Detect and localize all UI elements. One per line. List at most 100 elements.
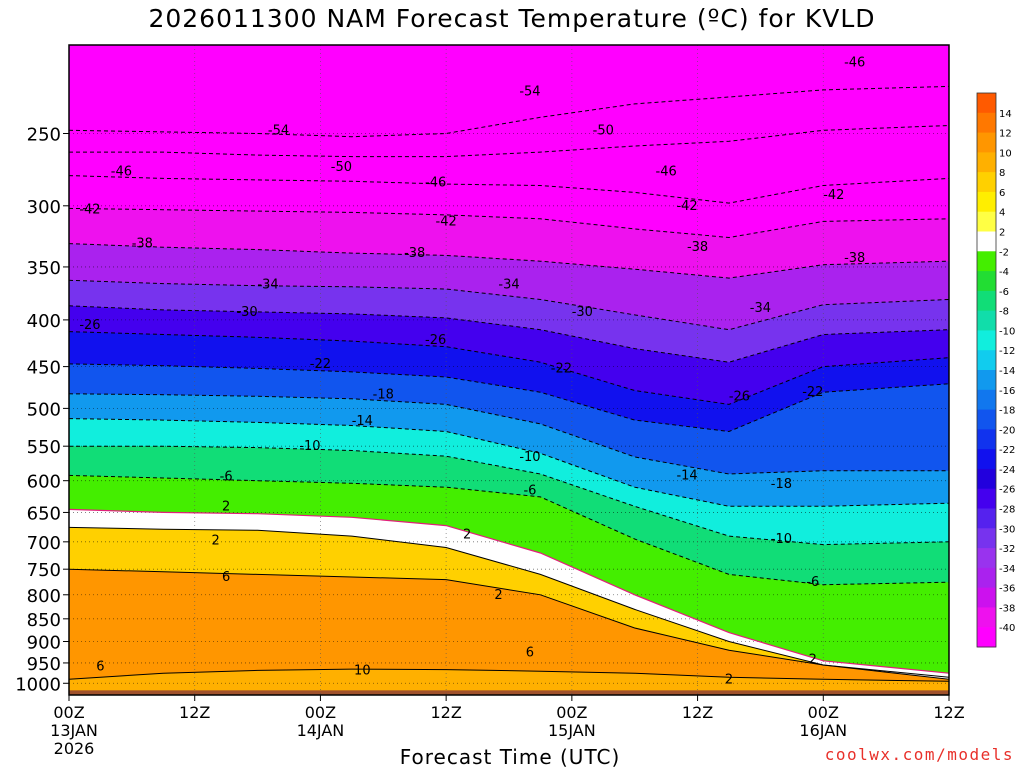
isotherm--46 (69, 175, 949, 204)
isotherm-6 (69, 568, 949, 678)
colorbar-label: -16 (999, 386, 1015, 397)
chart-title: 2026011300 NAM Forecast Temperature (ºC)… (148, 4, 876, 33)
colorbar-swatch (977, 172, 996, 193)
contour-label: -34 (750, 301, 771, 316)
colorbar-swatch (977, 112, 996, 134)
x-tick-label: 16JAN (799, 721, 847, 740)
contour-label: -50 (593, 123, 614, 138)
colorbar-label: -40 (999, 623, 1015, 634)
x-tick-label: 14JAN (297, 721, 345, 740)
contour-label: -18 (373, 388, 394, 403)
colorbar-label: 10 (999, 148, 1012, 159)
colorbar-swatch (977, 152, 996, 173)
contour-label: -10 (519, 450, 540, 465)
contour-label: -6 (220, 470, 233, 485)
colorbar-label: -18 (999, 406, 1015, 417)
colorbar-swatch (977, 330, 996, 351)
colorbar-swatch (977, 508, 996, 529)
contour-label: -38 (132, 237, 153, 252)
contour-label: -34 (498, 278, 519, 293)
contour-label: -38 (687, 240, 708, 255)
contour-label: -42 (436, 214, 457, 229)
colorbar-swatch (977, 290, 996, 312)
contour-label: -42 (79, 203, 100, 218)
x-tick-label: 00Z (305, 703, 336, 722)
colorbar-label: 12 (999, 129, 1012, 140)
y-tick-label: 550 (27, 437, 61, 458)
colorbar-swatch (977, 488, 996, 509)
contour-label: 2 (222, 499, 230, 514)
colorbar-label: 4 (999, 208, 1005, 219)
colorbar-swatch (977, 132, 996, 153)
y-tick-label: 700 (27, 533, 61, 554)
colorbar-swatch (977, 567, 996, 589)
colorbar-swatch (977, 587, 996, 608)
y-tick-label: 450 (27, 358, 61, 379)
x-tick-label: 12Z (179, 703, 210, 722)
contour-label: 6 (526, 645, 534, 660)
isotherm--38 (69, 243, 949, 279)
contour-label: -26 (79, 318, 100, 333)
colorbar-swatch (977, 93, 996, 114)
colorbar-label: -10 (999, 326, 1015, 337)
isotherm--6 (69, 474, 949, 586)
colorbar-label: -14 (999, 366, 1015, 377)
colorbar-label: -4 (999, 267, 1009, 278)
colorbar-label: 6 (999, 188, 1005, 199)
colorbar-swatch (977, 191, 996, 213)
colorbar-label: -38 (999, 603, 1015, 614)
x-tick-label: 12Z (682, 703, 713, 722)
colorbar-swatch (977, 211, 996, 232)
colorbar-label: -12 (999, 346, 1015, 357)
colorbar-swatch (977, 528, 996, 549)
colorbar-swatch (977, 251, 996, 272)
y-tick-label: 750 (27, 560, 61, 581)
contour-label: -14 (676, 468, 697, 483)
contour-label: -38 (844, 251, 865, 266)
y-tick-label: 300 (27, 197, 61, 218)
y-tick-label: 650 (27, 503, 61, 524)
colorbar-label: 8 (999, 168, 1005, 179)
contour-label: -6 (523, 483, 536, 498)
isotherm--22 (69, 363, 949, 433)
contour-label: -54 (519, 85, 540, 100)
colorbar-label: -36 (999, 584, 1015, 595)
contour-label: -6 (806, 575, 819, 590)
y-tick-label: 250 (27, 124, 61, 145)
x-tick-label: 00Z (53, 703, 84, 722)
contour-label: -26 (729, 389, 750, 404)
colorbar-swatch (977, 548, 996, 569)
isotherm--50 (69, 125, 949, 158)
credit-text: coolwx.com/models (824, 745, 1014, 764)
contour-label: -46 (656, 164, 677, 179)
colorbar-label: -8 (999, 307, 1009, 318)
colorbar-frame (976, 92, 997, 648)
contour-label: -10 (771, 532, 792, 547)
contour-label: -22 (551, 361, 572, 376)
colorbar-swatch (977, 271, 996, 292)
x-axis-title: Forecast Time (UTC) (399, 745, 621, 769)
colorbar-label: -34 (999, 564, 1015, 575)
contour-label: -46 (425, 176, 446, 191)
colorbar-swatch (977, 310, 996, 331)
y-tick-label: 1000 (15, 674, 61, 695)
x-tick-label: 15JAN (548, 721, 596, 740)
colorbar-label: -30 (999, 524, 1015, 535)
isotherm--10 (69, 445, 949, 546)
y-tick-label: 500 (27, 399, 61, 420)
x-tick-label: 13JAN (50, 721, 98, 740)
colorbar-label: -26 (999, 485, 1015, 496)
colorbar-label: -22 (999, 445, 1015, 456)
isotherm--54 (69, 85, 949, 138)
contour-label: -38 (404, 246, 425, 261)
contour-label: -46 (111, 164, 132, 179)
contour-label: 2 (725, 672, 733, 687)
contour-label: -26 (425, 333, 446, 348)
contour-label: -10 (299, 439, 320, 454)
colorbar-label: -2 (999, 247, 1009, 258)
y-tick-label: 900 (27, 632, 61, 653)
contour-label: 6 (96, 659, 104, 674)
contour-label: -30 (236, 305, 257, 320)
contour-label: 2 (212, 534, 220, 549)
